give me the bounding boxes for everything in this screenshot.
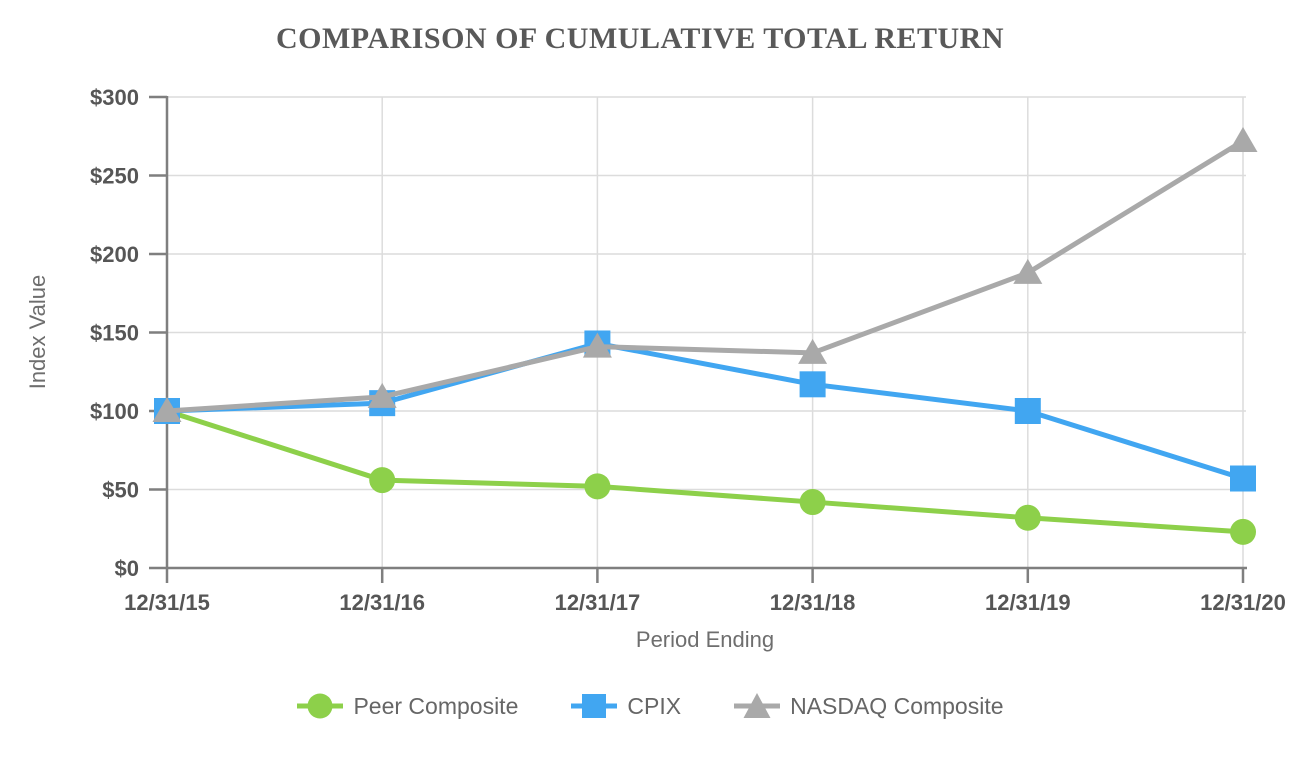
legend-label-peer-composite: Peer Composite — [353, 692, 519, 719]
peer-composite-point — [1230, 518, 1256, 545]
peer-composite-circle-icon — [297, 693, 344, 719]
nasdaq-composite-point — [1013, 258, 1043, 284]
legend-item-cpix: CPIX — [570, 690, 681, 722]
peer-composite-point — [584, 473, 611, 500]
y-tick-label: $150 — [90, 321, 139, 346]
peer-composite-point — [799, 489, 826, 516]
x-tick-label: 12/31/20 — [1200, 590, 1286, 615]
chart-title: COMPARISON OF CUMULATIVE TOTAL RETURN — [275, 22, 1004, 55]
x-axis-title: Period Ending — [635, 627, 775, 652]
legend-label-nasdaq-composite: NASDAQ Composite — [790, 692, 1004, 719]
nasdaq-composite-point — [798, 338, 828, 364]
y-tick-label: $100 — [90, 399, 139, 424]
x-tick-label: 12/31/18 — [770, 590, 856, 615]
y-tick-label: $0 — [115, 556, 139, 581]
y-tick-label: $250 — [90, 164, 139, 189]
y-tick-label: $50 — [102, 478, 139, 503]
y-axis-title: Index Value — [25, 274, 50, 390]
legend-item-peer-composite: Peer Composite — [296, 690, 518, 722]
peer-composite-point — [1014, 504, 1041, 531]
x-tick-label: 12/31/19 — [985, 590, 1071, 615]
nasdaq-composite-point — [582, 332, 612, 358]
nasdaq-composite-point — [1228, 126, 1258, 152]
cpix-square-icon — [571, 694, 618, 718]
y-tick-label: $200 — [90, 242, 139, 267]
x-tick-label: 12/31/17 — [555, 590, 641, 615]
x-tick-label: 12/31/16 — [339, 590, 425, 615]
cpix-line — [164, 340, 1246, 482]
cpix-point — [799, 371, 826, 398]
legend-label-cpix: CPIX — [627, 692, 682, 719]
nasdaq-composite-point — [152, 397, 182, 422]
cpix-point — [1014, 398, 1041, 424]
cpix-point — [1230, 465, 1256, 492]
peer-composite-line — [164, 408, 1246, 535]
peer-composite-point — [369, 467, 396, 494]
y-tick-label: $300 — [90, 85, 139, 110]
x-tick-label: 12/31/15 — [124, 590, 210, 615]
nasdaq-composite-point — [367, 382, 397, 408]
nasdaq-composite-triangle-icon — [734, 693, 781, 718]
legend-item-nasdaq-composite: NASDAQ Composite — [733, 690, 1004, 722]
chart-legend: Peer Composite CPIX NASDAQ Composite — [0, 690, 1300, 722]
nasdaq-composite-line — [164, 138, 1246, 414]
